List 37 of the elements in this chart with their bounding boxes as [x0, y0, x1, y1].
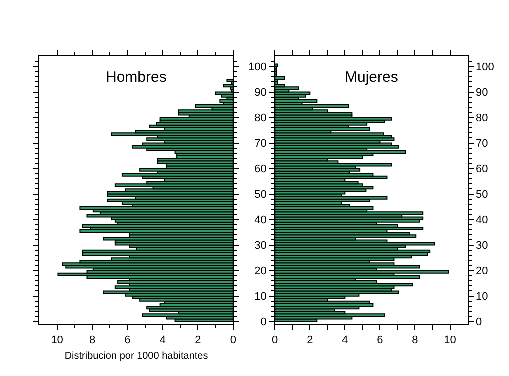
y-tick-label: 70	[254, 138, 267, 150]
text: Hombres	[106, 69, 167, 86]
y2-tick-label: 70	[476, 138, 488, 150]
y2-tick-label: 60	[476, 164, 488, 176]
y-tick-label: 60	[254, 164, 267, 176]
y-tick-label: 100	[248, 62, 267, 74]
text: Mujeres	[345, 69, 398, 86]
x-tick-label: 8	[89, 334, 96, 347]
y2-tick-label: 100	[476, 62, 494, 74]
y2-tick-label: 40	[476, 214, 488, 227]
y2-tick-label: 50	[476, 189, 488, 202]
x-tick-label: 10	[51, 334, 64, 347]
x-tick-label: 4	[342, 334, 348, 347]
y2-tick-label: 0	[476, 316, 482, 329]
x-tick-label: 4	[160, 334, 166, 347]
y-tick-label: 50	[254, 189, 267, 202]
y-tick-label: 10	[254, 291, 267, 304]
x-tick-label: 0	[272, 334, 278, 347]
y2-tick-label: 20	[476, 266, 488, 278]
y2-tick-label: 30	[476, 240, 488, 252]
y-tick-label: 0	[260, 316, 267, 329]
y2-tick-label: 80	[476, 112, 488, 125]
x-axis-title: Distribucion por 1000 habitantes	[64, 351, 208, 362]
y-tick-label: 30	[254, 240, 267, 252]
x-tick-label: 8	[412, 334, 418, 347]
y-tick-label: 40	[254, 214, 267, 227]
x-tick-label: 2	[307, 334, 314, 347]
x-tick-label: 6	[124, 334, 131, 347]
x-tick-label: 6	[377, 334, 384, 347]
y2-tick-label: 90	[476, 87, 488, 100]
y-tick-label: 80	[254, 112, 267, 125]
y-tick-label: 90	[254, 87, 267, 100]
y-tick-label: 20	[254, 266, 267, 278]
x-tick-label: 2	[195, 334, 202, 347]
x-tick-label: 10	[444, 334, 456, 347]
y2-tick-label: 10	[476, 291, 488, 304]
x-tick-label: 0	[230, 334, 236, 347]
